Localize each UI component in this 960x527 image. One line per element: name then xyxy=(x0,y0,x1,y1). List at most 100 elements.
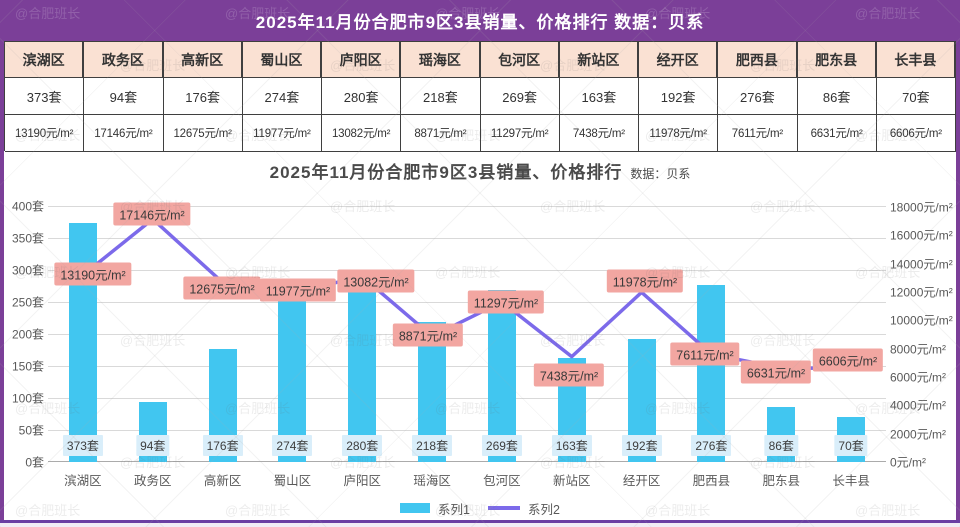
table-header-cell: 滨湖区 xyxy=(5,42,85,78)
table-sales-cell: 70套 xyxy=(876,78,956,115)
price-value-label: 11978元/m² xyxy=(606,269,684,293)
price-value-label: 17146元/m² xyxy=(113,202,191,226)
x-axis-category-label: 新站区 xyxy=(552,474,591,488)
sales-value-label: 70套 xyxy=(834,435,868,456)
table-sales-cell: 94套 xyxy=(84,78,164,115)
right-axis-tick: 4000元/m² xyxy=(890,398,947,413)
table-price-cell: 6631元/m² xyxy=(797,115,877,152)
table-price-cell: 13190元/m² xyxy=(5,115,85,152)
sales-value-label: 192套 xyxy=(621,435,662,456)
right-frame-strip xyxy=(956,41,960,523)
left-axis-tick: 250套 xyxy=(11,295,44,310)
right-axis-tick: 18000元/m² xyxy=(890,200,953,215)
table-sales-cell: 373套 xyxy=(5,78,85,115)
x-axis-category-label: 肥西县 xyxy=(692,474,731,488)
right-axis-tick: 12000元/m² xyxy=(890,285,953,300)
gridline xyxy=(48,302,886,303)
left-frame-strip xyxy=(0,41,4,523)
table-sales-cell: 192套 xyxy=(639,78,719,115)
x-axis-category-label: 包河区 xyxy=(483,474,521,488)
table-price-cell: 11978元/m² xyxy=(639,115,719,152)
price-value-label: 13190元/m² xyxy=(54,262,132,286)
right-axis-tick: 8000元/m² xyxy=(890,342,947,357)
left-axis-tick: 350套 xyxy=(11,231,44,246)
sales-value-label: 280套 xyxy=(342,435,383,456)
table-price-cell: 11297元/m² xyxy=(480,115,560,152)
left-axis-tick: 200套 xyxy=(11,327,44,342)
table-price-cell: 11977元/m² xyxy=(242,115,322,152)
sales-value-label: 86套 xyxy=(764,435,798,456)
right-axis-tick: 16000元/m² xyxy=(890,228,953,243)
table-header-cell: 肥东县 xyxy=(797,42,877,78)
sales-value-label: 218套 xyxy=(412,435,453,456)
table-sales-cell: 176套 xyxy=(163,78,243,115)
left-axis-tick: 300套 xyxy=(11,263,44,278)
plot-area: 373套 94套 176套 274套 280套 218套 269套 163套 192套 276套 8… xyxy=(48,202,886,462)
x-axis-category-label: 经开区 xyxy=(622,474,661,488)
table-header-cell: 高新区 xyxy=(163,42,243,78)
legend-series2-label: 系列2 xyxy=(528,502,560,517)
right-axis: 18000元/m² 16000元/m² 14000元/m² 12000元/m² 1000… xyxy=(890,201,958,470)
table-price-cell: 7611元/m² xyxy=(718,115,798,152)
x-axis-category-label: 政务区 xyxy=(133,474,172,488)
table-header-cell: 瑶海区 xyxy=(401,42,481,78)
price-value-label: 6606元/m² xyxy=(812,348,884,372)
gridline xyxy=(48,270,886,271)
table-sales-cell: 276套 xyxy=(718,78,798,115)
left-axis-tick: 150套 xyxy=(11,359,44,374)
x-axis: 滨湖区 政务区 高新区 蜀山区 庐阳区 瑶海区 包河区 新站区 经开区 肥西县 肥东县 长丰县 xyxy=(48,470,886,490)
left-axis-tick: 0套 xyxy=(25,455,44,470)
right-axis-tick: 10000元/m² xyxy=(890,313,953,328)
gridline xyxy=(48,238,886,239)
table-header-cell: 政务区 xyxy=(84,42,164,78)
gridline xyxy=(48,430,886,431)
sales-value-label: 276套 xyxy=(691,435,732,456)
table-header-cell: 包河区 xyxy=(480,42,560,78)
table-header-cell: 蜀山区 xyxy=(242,42,322,78)
right-axis-tick: 14000元/m² xyxy=(890,257,953,272)
left-axis-tick: 50套 xyxy=(18,423,44,438)
right-axis-tick: 0元/m² xyxy=(890,455,927,470)
table-header-cell: 肥西县 xyxy=(718,42,798,78)
price-value-label: 11297元/m² xyxy=(467,290,545,314)
right-axis-tick: 6000元/m² xyxy=(890,370,947,385)
sales-value-label: 163套 xyxy=(551,435,592,456)
price-line xyxy=(81,217,852,371)
gridline xyxy=(48,366,886,367)
page-title: 2025年11月份合肥市9区3县销量、价格排行 数据：贝系 xyxy=(0,0,960,41)
table-sales-cell: 86套 xyxy=(797,78,877,115)
x-axis-category-label: 蜀山区 xyxy=(273,474,312,488)
x-axis-category-label: 肥东县 xyxy=(762,474,801,488)
table-header-cell: 经开区 xyxy=(639,42,719,78)
price-value-label: 8871元/m² xyxy=(392,323,464,347)
table-header-cell: 长丰县 xyxy=(876,42,956,78)
chart-title: 2025年11月份合肥市9区3县销量、价格排行 数据：贝系 xyxy=(0,158,960,183)
legend-series1-label: 系列1 xyxy=(438,502,470,517)
table-sales-cell: 269套 xyxy=(480,78,560,115)
sales-bar xyxy=(487,289,516,462)
legend-bar-swatch xyxy=(400,503,431,513)
legend: 系列1 系列2 xyxy=(0,498,960,518)
sales-value-label: 94套 xyxy=(136,435,170,456)
right-axis-tick: 2000元/m² xyxy=(890,427,947,442)
bottom-divider xyxy=(0,520,960,523)
price-value-label: 12675元/m² xyxy=(183,276,261,300)
sales-bar xyxy=(697,285,726,462)
table-sales-cell: 163套 xyxy=(559,78,639,115)
price-value-label: 13082元/m² xyxy=(337,269,415,293)
chart-title-text: 2025年11月份合肥市9区3县销量、价格排行 xyxy=(269,163,623,182)
sales-value-label: 176套 xyxy=(202,435,243,456)
bottom-pad xyxy=(0,523,960,527)
table-header-cell: 庐阳区 xyxy=(322,42,402,78)
sales-value-label: 274套 xyxy=(272,435,313,456)
summary-table: 滨湖区 政务区 高新区 蜀山区 庐阳区 瑶海区 包河区 新站区 经开区 肥西县 肥东县 长丰县 373套… xyxy=(4,41,956,152)
sales-value-label: 373套 xyxy=(62,435,103,456)
table-sales-cell: 280套 xyxy=(322,78,402,115)
price-value-label: 11977元/m² xyxy=(259,278,337,302)
gridline xyxy=(48,334,886,335)
table-price-cell: 7438元/m² xyxy=(559,115,639,152)
x-axis-category-label: 庐阳区 xyxy=(343,474,382,488)
sales-bar xyxy=(348,282,377,462)
table-price-cell: 8871元/m² xyxy=(401,115,481,152)
left-axis-tick: 100套 xyxy=(11,391,44,406)
